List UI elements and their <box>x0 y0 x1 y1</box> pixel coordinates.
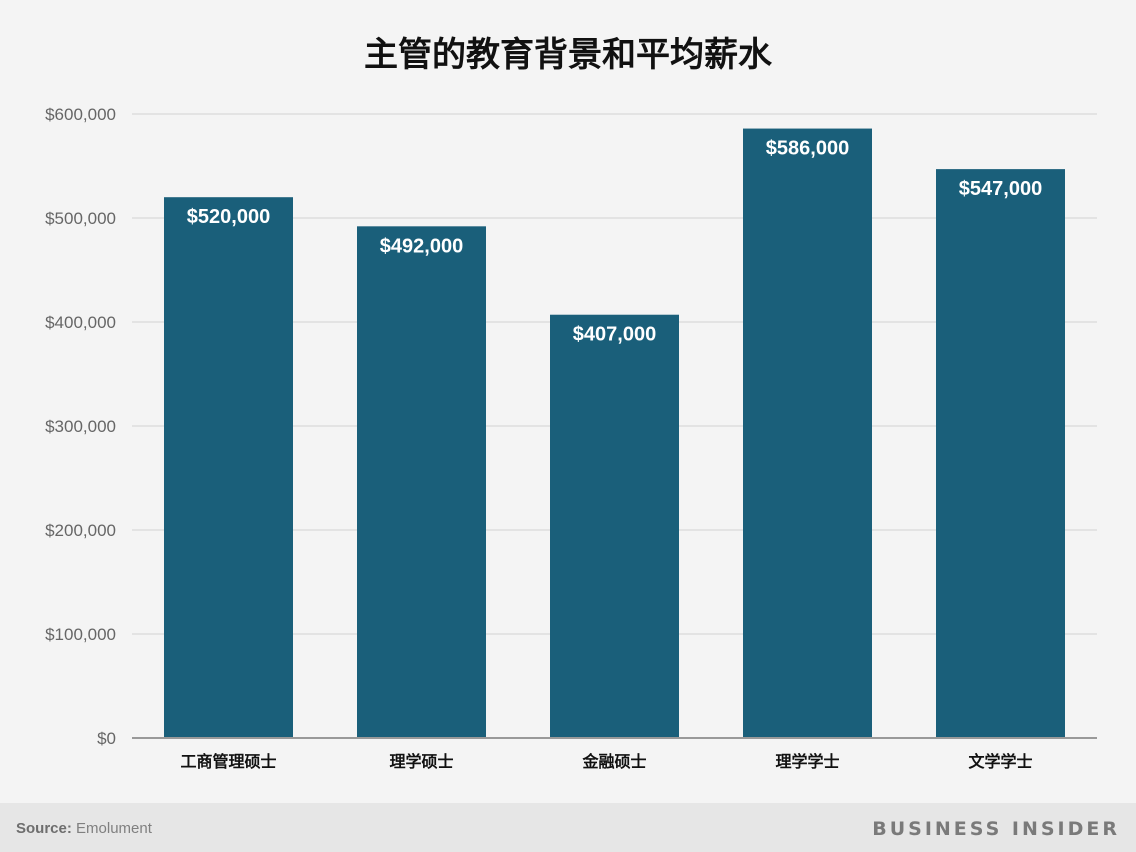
bar <box>164 197 293 738</box>
data-label: $407,000 <box>573 324 656 346</box>
y-tick-label: $600,000 <box>45 105 116 124</box>
x-tick-label: 工商管理硕士 <box>180 752 276 771</box>
y-tick-label: $400,000 <box>45 313 116 332</box>
bar <box>357 226 486 738</box>
y-tick-label: $500,000 <box>45 209 116 228</box>
y-tick-label: $200,000 <box>45 521 116 540</box>
bar <box>550 314 679 738</box>
bar-chart: 主管的教育背景和平均薪水 $0 $100,000 $200,000 $300,000 $4… <box>45 35 1097 771</box>
source-label: Source: <box>16 820 72 837</box>
bar <box>743 128 872 738</box>
brand-logo: BUSINESS INSIDER <box>872 818 1120 840</box>
data-label: $520,000 <box>187 206 270 228</box>
y-tick-label: $100,000 <box>45 625 116 644</box>
x-tick-label: 理学硕士 <box>389 752 453 771</box>
chart-title: 主管的教育背景和平均薪水 <box>364 35 773 75</box>
x-tick-label: 理学学士 <box>775 752 839 771</box>
data-label: $586,000 <box>766 138 849 160</box>
source-value: Emolument <box>76 820 152 837</box>
y-tick-label: $300,000 <box>45 417 116 436</box>
data-label: $492,000 <box>380 235 463 257</box>
x-tick-label: 文学学士 <box>968 752 1032 771</box>
bar <box>936 169 1065 738</box>
source-note: Source: Emolument <box>16 820 152 837</box>
data-label: $547,000 <box>959 178 1042 200</box>
y-tick-label: $0 <box>97 729 116 748</box>
footer-bar: Source: Emolument BUSINESS INSIDER <box>0 803 1136 852</box>
x-tick-label: 金融硕士 <box>581 752 646 771</box>
